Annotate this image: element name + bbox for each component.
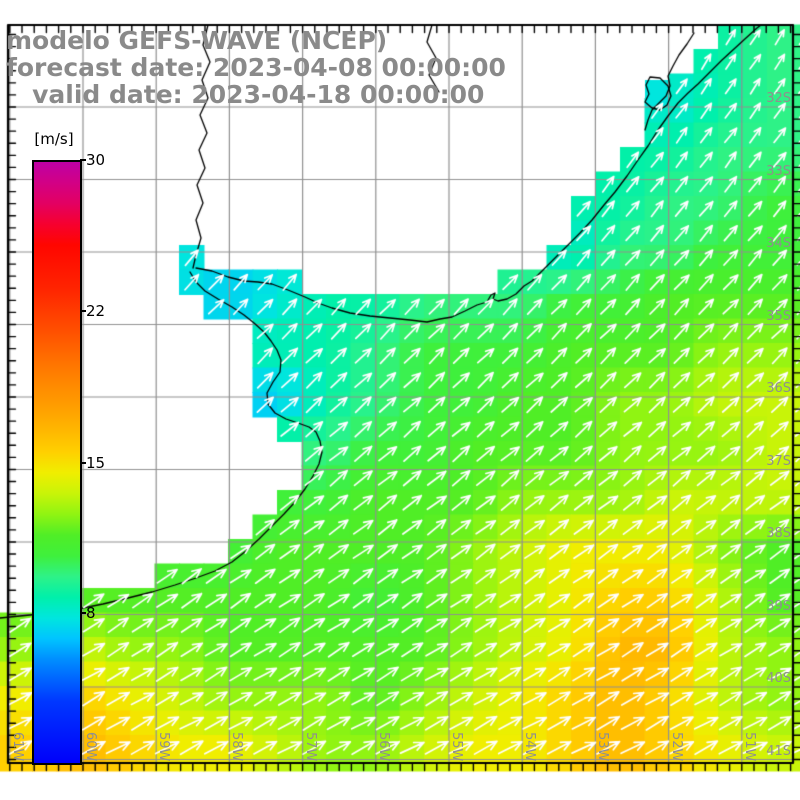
colorbar-tick-label: 22 [86,302,106,320]
longitude-label: 53W [595,732,611,762]
longitude-label: 59W [156,732,172,762]
valid-date: valid date: 2023-04-18 00:00:00 [6,80,485,109]
colorbar-tick-mark [80,159,86,161]
colorbar-tick-mark [80,310,86,312]
longitude-label: 52W [668,732,684,762]
longitude-label: 61W [9,732,25,762]
latitude-label: 32S [766,91,791,106]
longitude-label: 55W [449,732,464,762]
latitude-label: 38S [766,526,791,541]
latitude-label: 40S [766,671,791,686]
longitude-label: 57W [302,732,318,762]
colorbar-tick-mark [80,612,86,614]
latitude-label: 33S [766,163,791,179]
colorbar-tick-mark [80,462,86,464]
longitude-label: 60W [83,732,98,762]
latitude-label: 37S [766,453,791,469]
colorbar-tick-label: 8 [86,604,96,622]
colorbar-tick-label: 30 [86,151,106,169]
latitude-label: 39S [766,598,791,614]
latitude-label: 41S [766,743,791,759]
title-block: modelo GEFS-WAVE (NCEP) forecast date: 2… [6,27,506,108]
longitude-label: 56W [375,732,391,762]
longitude-label: 54W [522,732,538,762]
forecast-date: forecast date: 2023-04-08 00:00:00 [6,53,506,82]
latitude-label: 36S [766,381,791,396]
colorbar-tick-label: 15 [86,454,106,472]
colorbar-units-label: [m/s] [34,130,74,148]
colorbar [32,160,82,765]
longitude-label: 58W [229,732,245,762]
latitude-label: 35S [766,308,791,324]
latitude-label: 34S [766,236,791,251]
model-title: modelo GEFS-WAVE (NCEP) [6,26,388,55]
longitude-label: 51W [741,732,757,762]
